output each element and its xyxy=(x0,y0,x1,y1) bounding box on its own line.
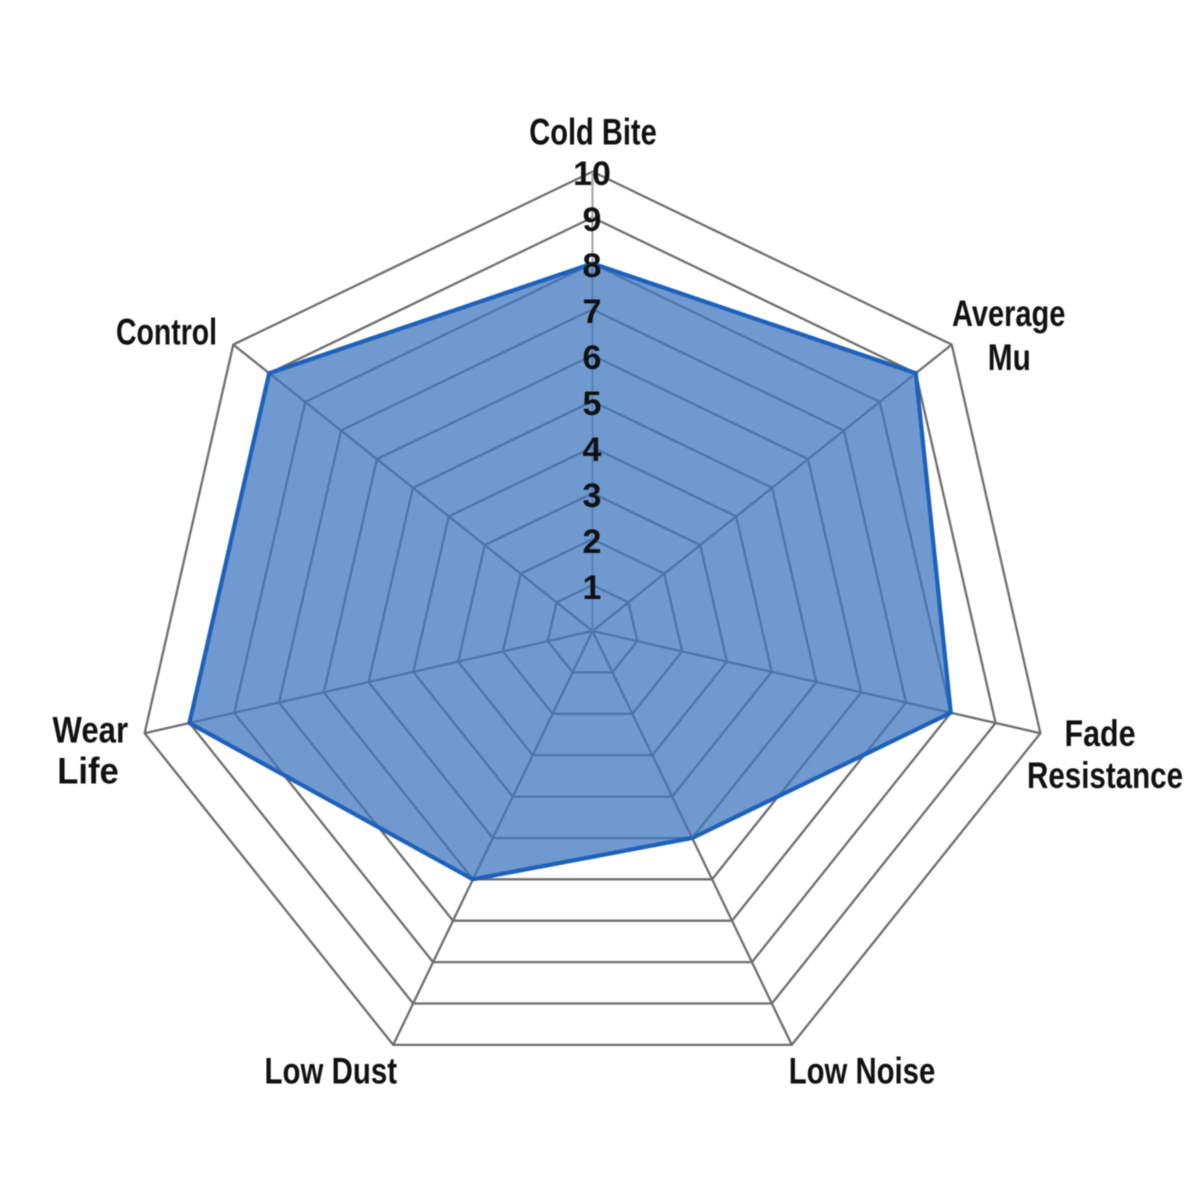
svg-text:Resistance: Resistance xyxy=(1027,755,1183,796)
svg-text:8: 8 xyxy=(583,247,602,285)
svg-text:6: 6 xyxy=(583,339,602,377)
svg-text:Control: Control xyxy=(116,312,217,353)
svg-text:4: 4 xyxy=(583,431,602,469)
svg-text:1: 1 xyxy=(583,569,602,607)
svg-text:Life: Life xyxy=(57,751,119,792)
svg-text:Fade: Fade xyxy=(1065,713,1136,754)
svg-text:Mu: Mu xyxy=(988,337,1031,378)
svg-text:5: 5 xyxy=(583,385,602,423)
svg-text:7: 7 xyxy=(583,293,602,331)
svg-text:10: 10 xyxy=(573,155,611,193)
svg-text:Low Noise: Low Noise xyxy=(789,1051,936,1092)
svg-text:Average: Average xyxy=(952,293,1066,334)
svg-text:Cold Bite: Cold Bite xyxy=(529,112,657,153)
svg-text:Wear: Wear xyxy=(53,710,129,751)
svg-text:Low Dust: Low Dust xyxy=(265,1051,398,1092)
svg-text:3: 3 xyxy=(583,477,602,515)
svg-text:2: 2 xyxy=(583,523,602,561)
svg-text:9: 9 xyxy=(583,201,602,239)
